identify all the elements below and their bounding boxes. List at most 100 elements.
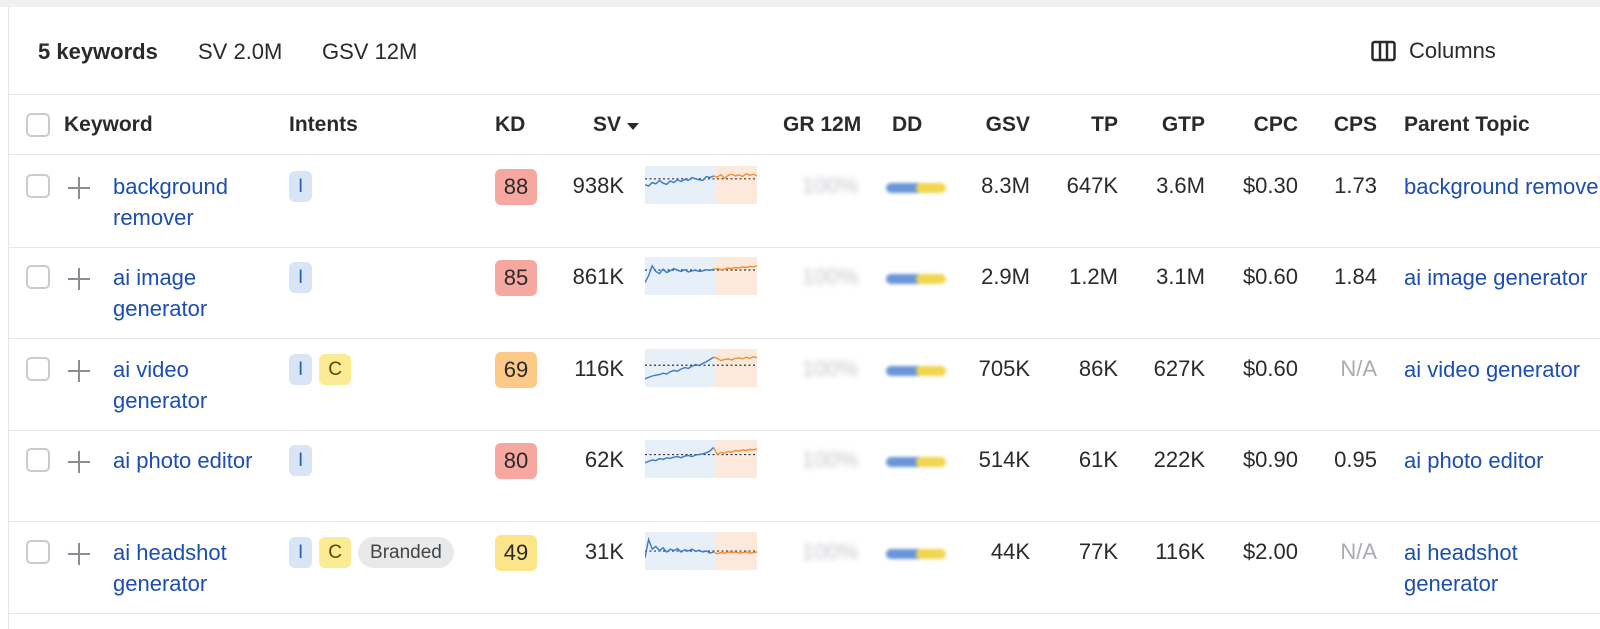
gsv-value: 514K (978, 447, 1030, 472)
intent-tag: I (289, 537, 313, 568)
trend-sparkline (645, 349, 757, 387)
row-checkbox[interactable] (26, 174, 50, 198)
tp-value: 1.2M (1069, 264, 1118, 289)
header-keyword[interactable]: Keyword (64, 113, 153, 136)
trend-sparkline (645, 440, 757, 478)
parent-topic-link[interactable]: ai video generator (1404, 357, 1581, 382)
add-to-list-icon[interactable] (67, 176, 91, 200)
header-sv-sort[interactable]: SV (593, 113, 640, 137)
header-gsv[interactable]: GSV (985, 113, 1030, 136)
intent-tag: C (319, 354, 352, 385)
gtp-value: 116K (1155, 539, 1205, 564)
intent-tag: I (289, 171, 313, 202)
row-checkbox[interactable] (26, 448, 50, 472)
add-to-list-icon[interactable] (67, 267, 91, 291)
keyword-link[interactable]: ai photo editor (113, 448, 253, 473)
keyword-link[interactable]: ai image generator (113, 265, 208, 321)
panel-border (8, 7, 9, 629)
header-cpc[interactable]: CPC (1253, 113, 1298, 136)
cps-value: 1.73 (1334, 173, 1377, 198)
table-row: background remover I 88 938K 100% 8.3M 6… (9, 156, 1600, 248)
top-strip (0, 0, 1600, 7)
gr12m-value: 100% (802, 356, 859, 381)
intent-tag: I (289, 262, 313, 293)
gsv-value: 8.3M (981, 173, 1030, 198)
intent-tag: I (289, 445, 313, 476)
parent-topic-link[interactable]: ai image generator (1404, 265, 1588, 290)
dd-bar (886, 183, 948, 193)
gr12m-value: 100% (802, 539, 859, 564)
parent-topic-link[interactable]: background remover (1404, 174, 1600, 199)
gtp-value: 3.1M (1156, 264, 1205, 289)
trend-sparkline (645, 257, 757, 295)
tp-value: 86K (1078, 356, 1118, 381)
header-intents[interactable]: Intents (289, 113, 358, 136)
gr12m-value: 100% (802, 264, 859, 289)
cpc-value: $0.60 (1242, 356, 1298, 381)
table-row: ai image generator I 85 861K 100% 2.9M 1… (9, 247, 1600, 339)
tp-value: 61K (1078, 447, 1118, 472)
kd-badge: 88 (495, 169, 537, 205)
columns-button[interactable]: Columns (1371, 33, 1496, 69)
total-gsv: GSV 12M (322, 39, 418, 64)
header-gr12m[interactable]: GR 12M (783, 113, 862, 136)
row-checkbox[interactable] (26, 265, 50, 289)
gtp-value: 3.6M (1156, 173, 1205, 198)
gsv-value: 705K (978, 356, 1030, 381)
table-row: ai photo editor I 80 62K 100% 514K 61K 2… (9, 430, 1600, 522)
row-checkbox[interactable] (26, 540, 50, 564)
header-cps[interactable]: CPS (1333, 113, 1377, 136)
keyword-link[interactable]: background remover (113, 174, 228, 230)
table-row: ai headshot generator I C Branded 49 31K 1… (9, 522, 1600, 614)
intent-tags: I (289, 445, 313, 476)
header-parent-topic[interactable]: Parent Topic (1404, 113, 1530, 136)
sv-value: 938K (572, 173, 624, 198)
columns-label: Columns (1409, 38, 1496, 63)
add-to-list-icon[interactable] (67, 359, 91, 383)
total-sv: SV 2.0M (198, 39, 283, 64)
gsv-value: 44K (990, 539, 1030, 564)
trend-sparkline (645, 166, 757, 204)
tp-value: 647K (1066, 173, 1118, 198)
intent-tag: C (319, 537, 352, 568)
parent-topic-link[interactable]: ai photo editor (1404, 448, 1544, 473)
summary-bar: 5 keywords SV 2.0M GSV 12M Columns (9, 7, 1600, 95)
cps-value: 1.84 (1334, 264, 1377, 289)
kd-badge: 69 (495, 352, 537, 388)
gtp-value: 627K (1153, 356, 1205, 381)
intent-tag: Branded (358, 537, 454, 568)
sv-value: 861K (572, 264, 624, 289)
row-checkbox[interactable] (26, 357, 50, 381)
sv-value: 31K (584, 539, 624, 564)
header-dd[interactable]: DD (892, 113, 923, 136)
cpc-value: $0.90 (1242, 447, 1298, 472)
intent-tag: I (289, 354, 313, 385)
sv-value: 62K (584, 447, 624, 472)
intent-tags: I (289, 171, 313, 202)
dd-bar (886, 549, 948, 559)
select-all-checkbox[interactable] (26, 113, 50, 137)
tp-value: 77K (1078, 539, 1118, 564)
cps-value: N/A (1340, 539, 1377, 564)
gsv-value: 2.9M (981, 264, 1030, 289)
parent-topic-link[interactable]: ai headshot generator (1404, 540, 1518, 596)
add-to-list-icon[interactable] (67, 542, 91, 566)
gtp-value: 222K (1153, 447, 1205, 472)
keyword-link[interactable]: ai headshot generator (113, 540, 227, 596)
cpc-value: $0.60 (1242, 264, 1298, 289)
cps-value: 0.95 (1334, 447, 1377, 472)
keyword-link[interactable]: ai video generator (113, 357, 208, 413)
gr12m-value: 100% (802, 173, 859, 198)
sort-desc-icon (627, 123, 640, 131)
header-tp[interactable]: TP (1091, 113, 1118, 136)
header-kd[interactable]: KD (495, 113, 526, 136)
cps-value: N/A (1340, 356, 1377, 381)
keywords-count: 5 keywords (38, 39, 158, 64)
header-gtp[interactable]: GTP (1161, 113, 1205, 136)
gr12m-value: 100% (802, 447, 859, 472)
add-to-list-icon[interactable] (67, 450, 91, 474)
dd-bar (886, 457, 948, 467)
intent-tags: I C Branded (289, 537, 454, 568)
